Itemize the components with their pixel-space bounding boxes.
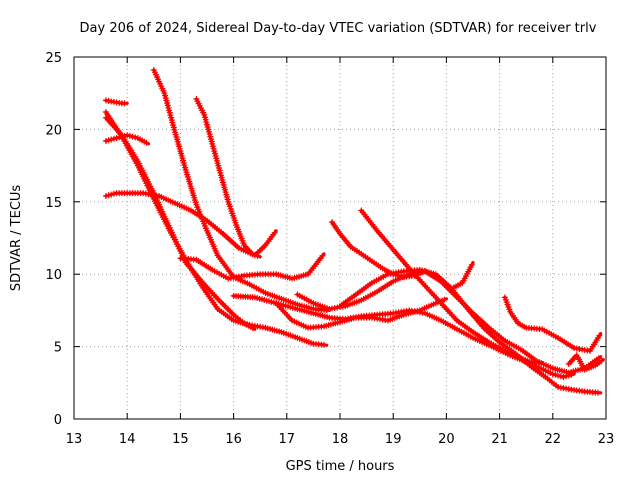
- marker: [560, 374, 567, 380]
- x-tick-label: 20: [438, 432, 455, 447]
- y-tick-label: 5: [54, 341, 62, 356]
- marker: [129, 133, 136, 140]
- series-s9: [232, 294, 576, 379]
- marker: [536, 359, 543, 366]
- marker: [108, 136, 115, 143]
- marker: [108, 191, 115, 198]
- x-tick-label: 14: [119, 432, 136, 447]
- y-tick-label: 0: [54, 413, 62, 428]
- y-tick-label: 20: [45, 123, 62, 138]
- x-tick-label: 18: [332, 432, 349, 447]
- series-s6-markers: [150, 67, 330, 314]
- series-s8-markers: [177, 253, 326, 282]
- marker: [249, 250, 256, 257]
- marker: [121, 100, 128, 107]
- marker: [319, 253, 326, 259]
- marker: [557, 373, 564, 380]
- marker: [110, 190, 117, 197]
- y-tick-label: 15: [45, 196, 62, 211]
- marker: [143, 139, 150, 146]
- series-s3: [104, 191, 278, 257]
- series-s5-markers: [102, 114, 256, 332]
- series-s15-markers: [501, 294, 603, 354]
- x-tick-label: 23: [598, 432, 615, 447]
- x-tick-label: 15: [172, 432, 189, 447]
- series-s16-markers: [565, 352, 605, 373]
- x-tick-label: 17: [279, 432, 296, 447]
- marker: [102, 193, 109, 199]
- marker: [598, 358, 605, 365]
- chart-title: Day 206 of 2024, Sidereal Day-to-day VTE…: [80, 21, 597, 36]
- series-s1-markers: [102, 97, 128, 107]
- x-tick-label: 21: [491, 432, 508, 447]
- marker: [254, 252, 261, 259]
- marker: [468, 261, 475, 268]
- marker: [124, 132, 131, 139]
- series-s12-markers: [329, 219, 475, 292]
- x-tick-label: 13: [66, 432, 83, 447]
- marker: [596, 332, 603, 339]
- x-tick-label: 19: [385, 432, 402, 447]
- data-series: [102, 67, 605, 396]
- marker: [549, 371, 556, 378]
- y-tick-label: 10: [45, 268, 62, 283]
- marker: [321, 341, 327, 348]
- marker: [102, 138, 109, 144]
- marker: [249, 325, 256, 332]
- x-axis-label: GPS time / hours: [286, 459, 395, 474]
- marker: [441, 296, 448, 303]
- series-s14-markers: [337, 266, 601, 396]
- marker: [595, 389, 601, 396]
- series-s7-markers: [193, 96, 261, 259]
- marker: [271, 229, 278, 236]
- series-s10-markers: [273, 296, 448, 331]
- axes: 13 14 15 16 17 18 19 20 21 22 23 0 5 10 15 20 25: [45, 51, 614, 447]
- marker: [110, 135, 117, 142]
- x-tick-label: 22: [545, 432, 562, 447]
- series-s3-markers: [102, 190, 278, 259]
- y-tick-label: 25: [45, 51, 62, 66]
- y-axis-label: SDTVAR / TECUs: [9, 185, 24, 292]
- marker: [555, 372, 562, 379]
- x-tick-label: 16: [225, 432, 242, 447]
